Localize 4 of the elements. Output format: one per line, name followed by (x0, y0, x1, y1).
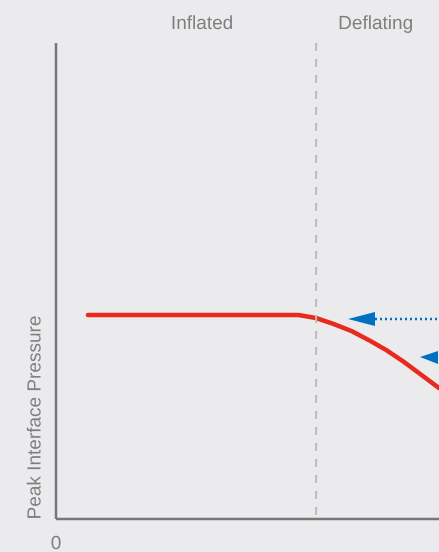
text: Inflated (170, 13, 234, 34)
y-axis-title: Peak Interface Pressure (24, 316, 46, 520)
text: 0 (50, 533, 62, 552)
text: Deflating (338, 13, 414, 34)
